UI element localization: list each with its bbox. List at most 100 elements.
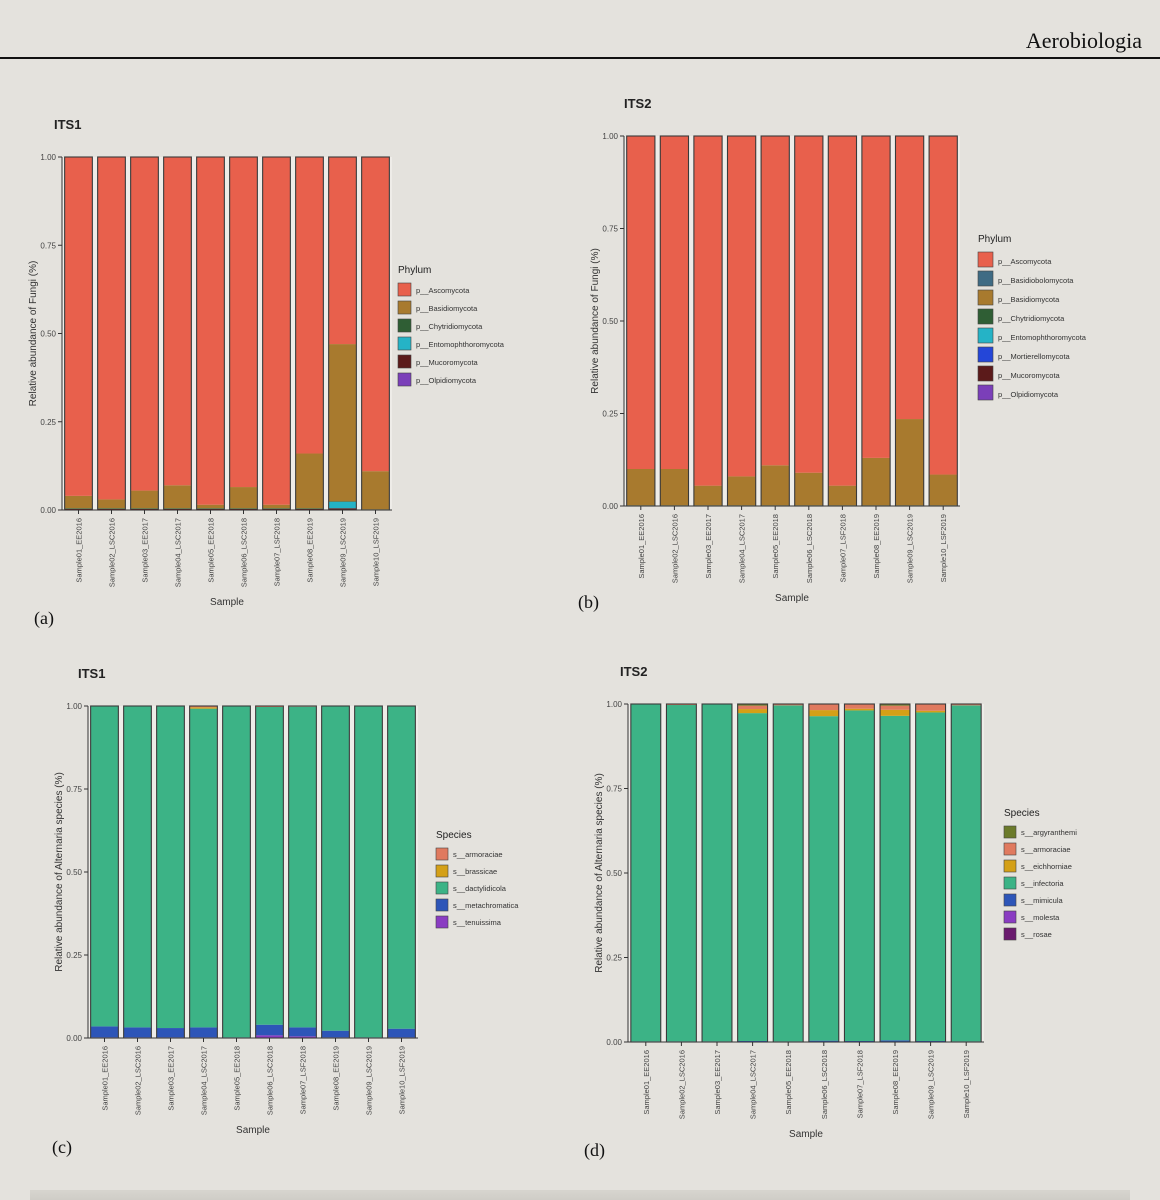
- bar-segment: [288, 706, 317, 1028]
- bar-segment: [808, 710, 839, 717]
- bar-segment: [229, 487, 258, 509]
- legend-swatch: [1003, 876, 1017, 890]
- bar-segment: [626, 136, 655, 469]
- legend-swatch: [1003, 927, 1017, 941]
- bar-segment: [915, 704, 946, 711]
- legend-label: s__dactylidicola: [453, 884, 507, 893]
- x-tick-label: Sample05_EE2018: [784, 1050, 793, 1115]
- bar-segment: [773, 705, 804, 1042]
- bar-segment: [727, 136, 756, 477]
- bar-segment: [915, 710, 946, 713]
- bar-segment: [64, 495, 93, 509]
- bar-segment: [660, 136, 689, 469]
- bar-segment: [288, 1027, 317, 1037]
- bar-segment: [222, 706, 251, 1038]
- legend-label: p__Basidiobolomycota: [998, 276, 1074, 285]
- legend-label: p__Mortierellomycota: [998, 352, 1071, 361]
- bar-segment: [255, 706, 284, 1025]
- chart-title: ITS2: [624, 96, 651, 111]
- bar-segment: [929, 474, 958, 506]
- y-axis-label: Relative abundance of Fungi (%): [28, 261, 39, 407]
- bar-segment: [295, 157, 324, 454]
- bar-segment: [828, 136, 857, 486]
- legend-swatch: [435, 864, 449, 878]
- bar-segment: [880, 704, 910, 706]
- legend-title: Phylum: [398, 265, 431, 276]
- x-tick-label: Sample05_EE2018: [771, 514, 780, 579]
- bar-segment: [262, 508, 291, 510]
- bar-segment: [844, 1040, 875, 1042]
- y-tick-label: 0.00: [40, 506, 56, 515]
- bar-segment: [861, 136, 891, 458]
- legend-title: Phylum: [978, 234, 1011, 245]
- legend-label: s__infectoria: [1021, 879, 1064, 888]
- legend-label: p__Basidiomycota: [998, 295, 1060, 304]
- bar-segment: [354, 706, 383, 1038]
- bar-segment: [844, 708, 875, 711]
- x-tick-label: Sample08_EE2019: [306, 518, 315, 583]
- x-tick-label: Sample09_LSC2019: [365, 1046, 374, 1115]
- legend-swatch: [435, 898, 449, 912]
- x-tick-label: Sample02_LSC2016: [108, 518, 117, 587]
- y-tick-label: 0.50: [606, 869, 622, 878]
- bar-segment: [262, 157, 291, 505]
- bar-segment: [321, 706, 350, 1031]
- bar-segment: [844, 704, 875, 709]
- y-tick-label: 0.25: [602, 410, 618, 419]
- x-tick-label: Sample05_EE2018: [207, 518, 216, 583]
- legend-swatch: [397, 372, 412, 387]
- x-tick-label: Sample03_EE2017: [141, 518, 150, 583]
- legend-label: p__Basidiomycota: [416, 304, 478, 313]
- x-tick-label: Sample09_LSC2019: [927, 1050, 936, 1119]
- y-tick-label: 0.25: [606, 954, 622, 963]
- x-tick-label: Sample08_EE2019: [332, 1046, 341, 1111]
- y-tick-label: 0.75: [606, 785, 622, 794]
- bar-segment: [64, 508, 93, 509]
- y-tick-label: 0.00: [602, 502, 618, 511]
- legend-swatch: [977, 384, 994, 401]
- y-tick-label: 0.00: [606, 1038, 622, 1047]
- y-axis-label: Relative abundance of Alternaria species…: [54, 772, 65, 972]
- panel-letter-a: (a): [34, 608, 54, 628]
- y-tick-label: 1.00: [40, 153, 56, 162]
- bar-segment: [64, 508, 93, 510]
- bar-segment: [163, 485, 192, 509]
- y-tick-label: 0.75: [602, 225, 618, 234]
- x-axis-label: Sample: [210, 597, 244, 608]
- legend-label: p__Entomophthoromycota: [998, 333, 1087, 342]
- y-axis-label: Relative abundance of Fungi (%): [590, 248, 601, 394]
- bar-segment: [229, 508, 258, 509]
- legend-swatch: [397, 318, 412, 333]
- legend-swatch: [397, 300, 412, 315]
- legend-swatch: [397, 336, 412, 351]
- bar-segment: [387, 706, 416, 1029]
- x-tick-label: Sample04_LSC2017: [174, 518, 183, 587]
- bar-segment: [130, 508, 159, 510]
- bar-segment: [361, 471, 390, 510]
- bar-segment: [130, 508, 159, 509]
- bar-segment: [295, 508, 324, 510]
- bar-segment: [156, 706, 185, 1029]
- bar-segment: [255, 1024, 284, 1036]
- y-tick-label: 0.50: [40, 330, 56, 339]
- x-tick-label: Sample07_LSF2018: [273, 518, 282, 586]
- legend-title: Species: [436, 830, 472, 841]
- bar-segment: [929, 136, 958, 475]
- legend-swatch: [977, 270, 994, 287]
- bar-segment: [808, 1040, 839, 1042]
- legend-label: s__molesta: [1021, 913, 1060, 922]
- bar-segment: [229, 508, 258, 510]
- bar-segment: [693, 485, 723, 506]
- bar-segment: [660, 469, 689, 506]
- bar-segment: [90, 706, 119, 1027]
- x-tick-label: Sample02_LSC2016: [134, 1046, 143, 1115]
- legend-swatch: [435, 881, 449, 895]
- legend-swatch: [1003, 842, 1017, 856]
- bar-segment: [196, 504, 225, 509]
- legend-label: p__Olpidiomycota: [998, 390, 1059, 399]
- bar-segment: [702, 704, 732, 1042]
- legend-label: s__mimicula: [1021, 896, 1064, 905]
- legend-swatch: [1003, 893, 1017, 907]
- bar-segment: [844, 710, 875, 1041]
- y-tick-label: 0.75: [40, 241, 56, 250]
